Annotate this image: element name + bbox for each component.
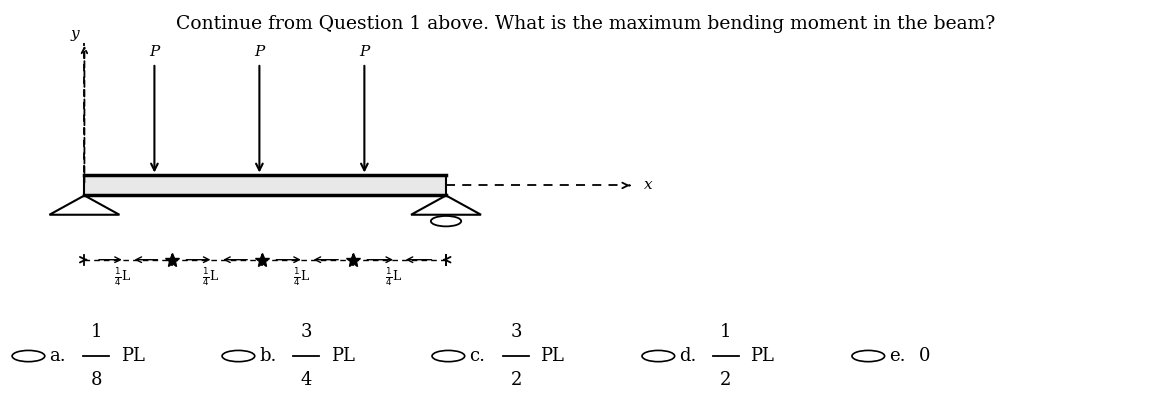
Text: y: y (70, 27, 80, 41)
Text: 2: 2 (510, 371, 522, 389)
Text: 3: 3 (510, 323, 522, 341)
Text: $\frac{1}{4}$L: $\frac{1}{4}$L (384, 266, 402, 288)
Text: $\frac{1}{4}$L: $\frac{1}{4}$L (114, 266, 131, 288)
Text: PL: PL (331, 347, 354, 365)
Text: b.: b. (259, 347, 277, 365)
Text: PL: PL (121, 347, 144, 365)
Text: 4: 4 (300, 371, 312, 389)
Text: e.: e. (890, 347, 906, 365)
Text: 1: 1 (721, 323, 731, 341)
Text: d.: d. (680, 347, 696, 365)
Text: 1: 1 (90, 323, 102, 341)
Text: c.: c. (469, 347, 485, 365)
Text: P: P (149, 45, 159, 59)
Text: 0: 0 (919, 347, 929, 365)
Text: x: x (645, 178, 653, 193)
Text: 3: 3 (300, 323, 312, 341)
Text: 8: 8 (90, 371, 102, 389)
Text: PL: PL (750, 347, 775, 365)
Text: P: P (254, 45, 265, 59)
Text: PL: PL (540, 347, 565, 365)
Text: $\frac{1}{4}$L: $\frac{1}{4}$L (293, 266, 309, 288)
Text: Continue from Question 1 above. What is the maximum bending moment in the beam?: Continue from Question 1 above. What is … (176, 15, 996, 33)
Bar (84, 175, 447, 195)
Text: $\frac{1}{4}$L: $\frac{1}{4}$L (203, 266, 219, 288)
Text: P: P (360, 45, 369, 59)
Text: a.: a. (49, 347, 66, 365)
Text: 2: 2 (721, 371, 731, 389)
